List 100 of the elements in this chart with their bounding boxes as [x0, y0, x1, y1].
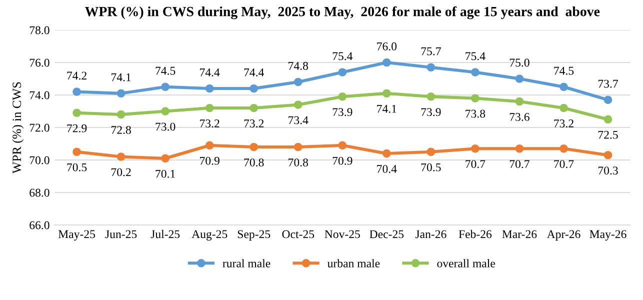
- data-label: 70.7: [466, 160, 486, 168]
- data-label: 70.5: [67, 163, 87, 172]
- point: [471, 94, 480, 102]
- point: [604, 150, 612, 160]
- data-label: 70.7: [510, 160, 530, 168]
- x-tick-label: Jun-25: [105, 230, 137, 238]
- point: [294, 78, 302, 86]
- point: [250, 104, 258, 112]
- point: [294, 142, 302, 152]
- point: [382, 58, 391, 67]
- point: [72, 88, 81, 96]
- data-label: 74.1: [112, 73, 131, 82]
- point: [426, 148, 436, 156]
- data-label: 73.6: [510, 112, 530, 121]
- legend-label: urban male: [327, 259, 380, 268]
- point: [161, 154, 170, 163]
- point: [72, 108, 81, 118]
- data-label: 73.0: [156, 122, 176, 131]
- chart-title: WPR (%) in CWS during May, 2025 to May, 2026 for male of age 15 years and above: [85, 6, 600, 20]
- data-label: 70.7: [554, 160, 574, 168]
- data-label: 73.9: [332, 108, 352, 116]
- y-tick-label: 74.0: [30, 91, 50, 100]
- data-label: 76.0: [377, 42, 397, 50]
- data-label: 73.2: [554, 119, 574, 128]
- point: [205, 104, 214, 112]
- x-tick-label: Jul-25: [150, 230, 180, 238]
- point: [604, 96, 612, 104]
- data-label: 75.0: [510, 58, 530, 67]
- data-label: 70.1: [156, 170, 175, 178]
- point: [471, 68, 480, 76]
- data-label: 74.2: [67, 72, 86, 80]
- point: [604, 115, 612, 124]
- x-tick-label: Apr-26: [546, 230, 580, 241]
- data-label: 70.8: [288, 158, 308, 166]
- point: [426, 63, 436, 72]
- x-tick-label: Aug-25: [192, 230, 228, 241]
- data-label: 75.4: [466, 52, 486, 60]
- y-axis-title: WPR (%) in CWS: [12, 82, 24, 174]
- point: [205, 84, 214, 93]
- data-label: 74.4: [244, 68, 264, 76]
- data-label: 73.9: [421, 108, 441, 116]
- legend-label: rural male: [222, 259, 270, 268]
- point: [515, 97, 524, 106]
- data-label: 70.2: [112, 168, 131, 176]
- point: [72, 148, 81, 156]
- x-tick-label: Nov-25: [324, 230, 360, 238]
- data-label: 73.8: [466, 110, 486, 118]
- y-tick-label: 72.0: [30, 124, 50, 132]
- data-label: 70.4: [377, 164, 397, 173]
- point: [250, 142, 258, 152]
- point: [338, 92, 347, 101]
- data-label: 73.2: [200, 119, 220, 128]
- y-tick-label: 76.0: [30, 58, 50, 67]
- point: [205, 141, 214, 150]
- data-label: 74.1: [377, 104, 396, 113]
- data-label: 70.8: [244, 158, 264, 166]
- x-tick-label: Sep-25: [238, 230, 270, 241]
- point: [250, 84, 258, 93]
- data-label: 73.2: [244, 119, 264, 128]
- data-label: 70.9: [200, 156, 220, 165]
- data-label: 73.4: [288, 116, 308, 124]
- point: [294, 100, 302, 109]
- point: [515, 144, 524, 153]
- point: [116, 152, 126, 161]
- data-label: 74.4: [200, 68, 220, 76]
- x-tick-label: Feb-26: [458, 230, 492, 238]
- point: [338, 141, 347, 150]
- data-label: 74.8: [288, 62, 308, 70]
- data-label: 70.9: [332, 156, 352, 165]
- data-label: 72.8: [112, 126, 131, 134]
- data-label: 74.5: [156, 66, 176, 75]
- x-tick-label: Jan-26: [415, 230, 446, 238]
- data-label: 75.4: [332, 52, 353, 60]
- point: [471, 144, 480, 153]
- point: [382, 89, 391, 98]
- point: [161, 82, 170, 92]
- y-tick-label: 68.0: [30, 188, 50, 197]
- point: [116, 89, 126, 98]
- y-tick-label: 78.0: [30, 26, 50, 34]
- point: [515, 74, 524, 83]
- y-tick-label: 70.0: [30, 156, 50, 164]
- point: [338, 68, 347, 76]
- x-tick-label: Dec-25: [370, 230, 404, 238]
- data-label: 73.7: [598, 80, 618, 88]
- x-tick-label: Oct-25: [282, 230, 314, 238]
- point: [382, 149, 391, 158]
- point: [560, 82, 568, 92]
- data-label: 74.5: [554, 66, 574, 75]
- point: [426, 92, 436, 101]
- data-label: 72.5: [598, 130, 618, 139]
- data-label: 70.5: [421, 163, 441, 172]
- point: [560, 104, 568, 112]
- legend-label: overall male: [437, 259, 495, 268]
- data-label: 70.3: [598, 166, 618, 175]
- data-label: 72.9: [67, 124, 87, 132]
- data-label: 75.7: [421, 47, 441, 56]
- x-tick-label: May-26: [590, 230, 626, 241]
- point: [116, 110, 126, 119]
- point: [560, 144, 568, 153]
- x-tick-label: May-25: [58, 230, 96, 241]
